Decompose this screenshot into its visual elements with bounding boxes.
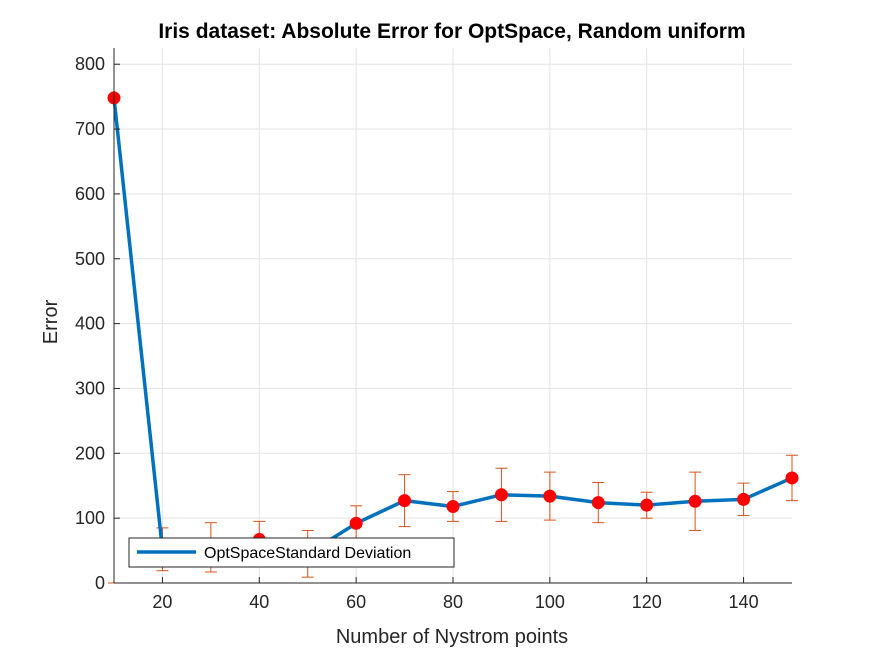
chart-title: Iris dataset: Absolute Error for OptSpac… xyxy=(158,20,745,43)
data-point xyxy=(349,516,363,530)
y-tick-label: 300 xyxy=(75,378,105,398)
data-point xyxy=(640,498,654,512)
y-tick-label: 200 xyxy=(75,443,105,463)
x-tick-label: 80 xyxy=(443,592,463,612)
x-tick-label: 120 xyxy=(632,592,662,612)
x-tick-label: 140 xyxy=(729,592,759,612)
data-point xyxy=(446,499,460,513)
data-point xyxy=(494,488,508,502)
data-point xyxy=(591,496,605,510)
data-point xyxy=(737,492,751,506)
y-axis-label: Error xyxy=(40,299,62,344)
tick-labels: 20 40 60 80 100 120 140 0 100 200 300 400 500 600 700 8… xyxy=(75,54,759,612)
data-point xyxy=(543,489,557,503)
legend-label: OptSpaceStandard Deviation xyxy=(204,545,411,562)
y-tick-label: 800 xyxy=(75,54,105,74)
data-point xyxy=(398,494,412,508)
data-point xyxy=(688,494,702,508)
y-tick-label: 0 xyxy=(95,573,105,593)
y-tick-label: 600 xyxy=(75,184,105,204)
x-axis-label: Number of Nystrom points xyxy=(336,626,568,648)
y-tick-label: 700 xyxy=(75,119,105,139)
legend[interactable]: OptSpaceStandard Deviation xyxy=(128,537,455,568)
y-tick-label: 500 xyxy=(75,249,105,269)
x-tick-label: 100 xyxy=(535,592,565,612)
x-tick-label: 20 xyxy=(152,592,172,612)
y-tick-label: 400 xyxy=(75,314,105,334)
y-tick-label: 100 xyxy=(75,508,105,528)
x-tick-label: 60 xyxy=(346,592,366,612)
x-tick-label: 40 xyxy=(249,592,269,612)
data-point xyxy=(785,471,799,485)
axes xyxy=(113,48,792,584)
